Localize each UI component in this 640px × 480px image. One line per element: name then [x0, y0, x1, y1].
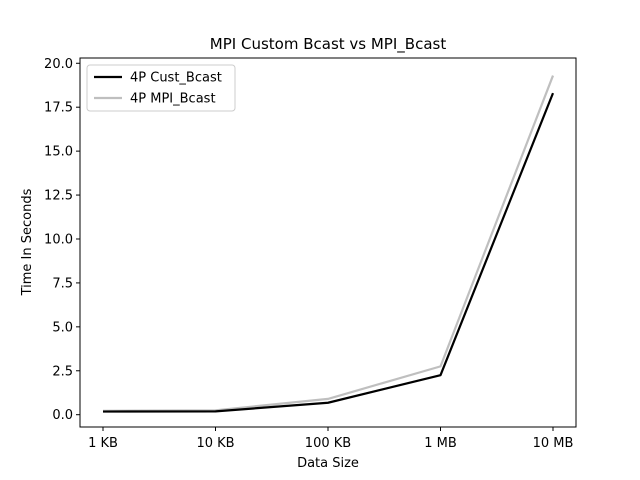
- plot-frame: [79, 57, 577, 428]
- x-tick-label: 10 MB: [533, 436, 574, 451]
- chart-title: MPI Custom Bcast vs MPI_Bcast: [210, 35, 447, 54]
- series-line-0: [102, 92, 555, 413]
- y-tick-label: 5.0: [52, 320, 73, 335]
- y-tick-label: 0.0: [52, 408, 73, 423]
- y-tick-label: 20.0: [44, 57, 73, 72]
- y-axis-label: Time In Seconds: [20, 188, 35, 296]
- y-tick-label: 12.5: [44, 189, 73, 204]
- y-tick-label: 15.0: [44, 145, 73, 160]
- legend-box: [86, 64, 236, 112]
- x-tick-label: 100 KB: [305, 436, 351, 451]
- x-tick-label: 1 KB: [88, 436, 118, 451]
- x-tick-label: 10 KB: [196, 436, 234, 451]
- y-tick-label: 7.5: [52, 276, 73, 291]
- y-tick-label: 10.0: [44, 232, 73, 247]
- x-tick-label: 1 MB: [424, 436, 457, 451]
- x-axis-label: Data Size: [297, 456, 359, 471]
- y-tick-label: 2.5: [52, 364, 73, 379]
- series-line-1: [102, 75, 555, 412]
- legend-label-0: 4P Cust_Bcast: [130, 71, 222, 86]
- legend-label-1: 4P MPI_Bcast: [130, 92, 216, 107]
- y-tick-label: 17.5: [44, 101, 73, 116]
